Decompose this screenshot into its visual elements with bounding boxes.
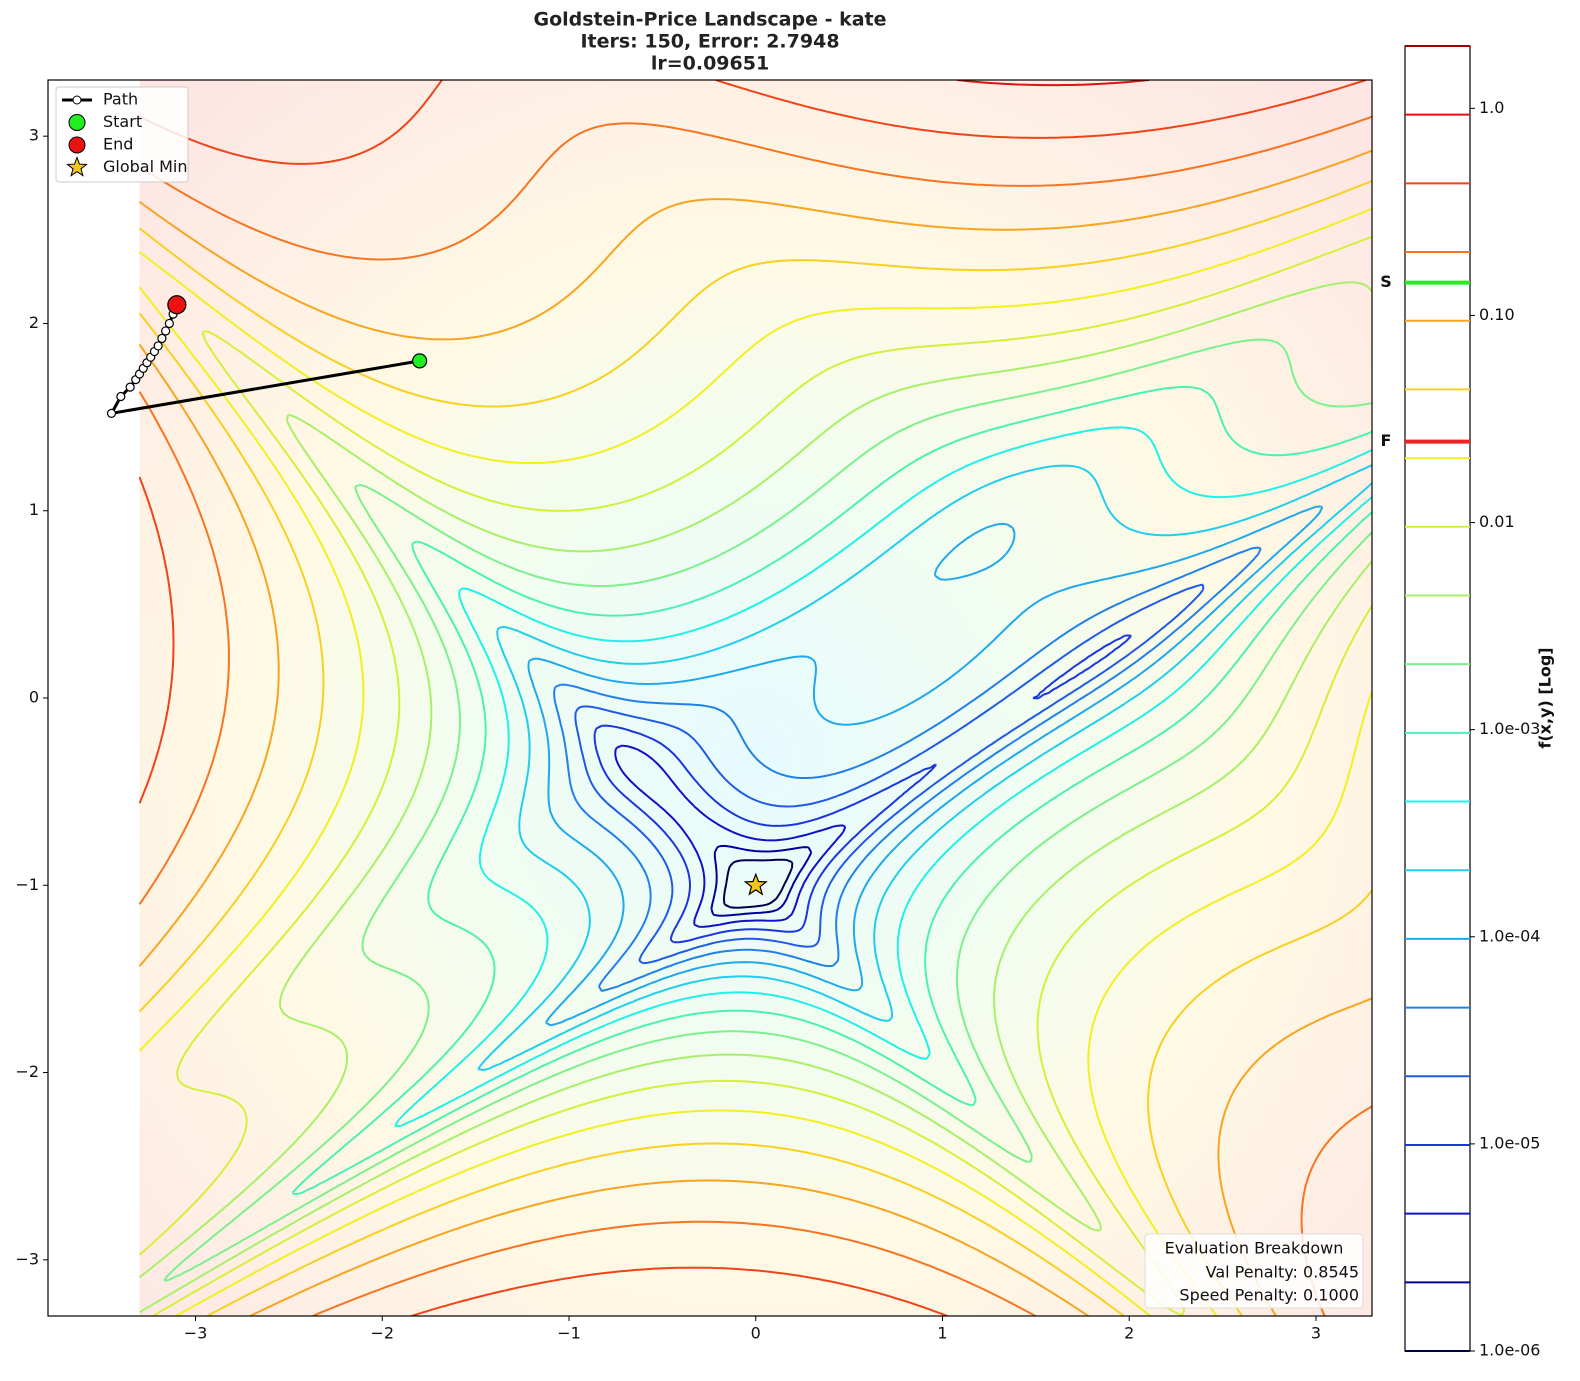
x-tick-label: 0 xyxy=(751,1324,761,1343)
y-tick-label: 3 xyxy=(29,126,39,145)
y-tick-label: −3 xyxy=(15,1249,39,1268)
y-tick-label: −1 xyxy=(15,875,39,894)
chart-title: Iters: 150, Error: 2.7948 xyxy=(580,31,839,53)
legend-label: Start xyxy=(103,112,142,131)
y-tick-label: 1 xyxy=(29,500,39,519)
colorbar-tick-label: 1.0e-06 xyxy=(1479,1341,1540,1360)
contour-line xyxy=(163,338,1372,1282)
path-point xyxy=(161,326,171,336)
contour-line xyxy=(138,207,1372,1316)
colorbar-tick-label: 1.0e-04 xyxy=(1479,926,1540,945)
contour-line xyxy=(291,386,1372,1196)
contour-line xyxy=(574,583,1205,965)
colorbar-label: f(x,y) [Log] xyxy=(1536,647,1555,748)
legend-label: Path xyxy=(103,90,138,109)
legend-marker xyxy=(66,156,88,177)
evaluation-box xyxy=(1144,1233,1364,1309)
evaluation-line: Val Penalty: 0.8545 xyxy=(1206,1263,1359,1282)
path-point xyxy=(153,341,163,351)
contour-line xyxy=(394,426,1372,1128)
legend-label: Global Min xyxy=(103,157,188,176)
colorbar-marker-label: F xyxy=(1381,431,1392,450)
legend-label: End xyxy=(103,135,133,154)
contour-line xyxy=(527,505,1324,1027)
x-tick-label: 3 xyxy=(1311,1324,1321,1343)
contour-line xyxy=(553,546,1262,992)
contour-line xyxy=(593,634,1132,944)
legend-marker xyxy=(68,114,86,131)
x-tick-label: 1 xyxy=(937,1324,947,1343)
contour-line xyxy=(138,281,1372,1314)
chart-title: lr=0.09651 xyxy=(651,53,769,75)
x-tick-label: 2 xyxy=(1124,1324,1134,1343)
y-tick-label: 2 xyxy=(29,313,39,332)
path-point xyxy=(157,333,167,344)
contour-line xyxy=(138,180,1372,1316)
legend-marker xyxy=(72,95,82,105)
colorbar-tick-label: 1.0 xyxy=(1479,98,1504,117)
evaluation-title: Evaluation Breakdown xyxy=(1165,1239,1344,1258)
contour-line xyxy=(722,858,794,909)
contour-line xyxy=(614,744,847,928)
x-tick-label: −2 xyxy=(370,1324,394,1343)
contour-line xyxy=(710,844,813,917)
colorbar-marker-label: S xyxy=(1380,272,1392,291)
colorbar-tick-label: 1.0e-03 xyxy=(1479,719,1540,738)
legend-box xyxy=(55,86,189,183)
path-point xyxy=(106,408,117,418)
path-point xyxy=(125,382,135,392)
colorbar-tick-label: 1.0e-05 xyxy=(1479,1133,1540,1152)
colorbar-tick-label: 0.01 xyxy=(1479,512,1515,531)
colorbar-tick-label: 0.10 xyxy=(1479,305,1515,324)
contour-line xyxy=(477,464,1372,1071)
colorbar-frame xyxy=(1404,45,1471,1352)
point-marker xyxy=(412,353,428,369)
legend-marker xyxy=(68,136,86,154)
x-tick-label: −3 xyxy=(184,1324,208,1343)
path-point xyxy=(116,391,126,402)
chart-title: Goldstein-Price Landscape - kate xyxy=(533,9,886,31)
path-point xyxy=(164,318,174,329)
global-min-marker xyxy=(743,872,768,896)
y-tick-label: 0 xyxy=(29,688,39,707)
point-marker xyxy=(167,295,187,315)
evaluation-line: Speed Penalty: 0.1000 xyxy=(1179,1286,1359,1305)
x-tick-label: −1 xyxy=(557,1324,581,1343)
y-tick-label: −2 xyxy=(15,1062,39,1081)
